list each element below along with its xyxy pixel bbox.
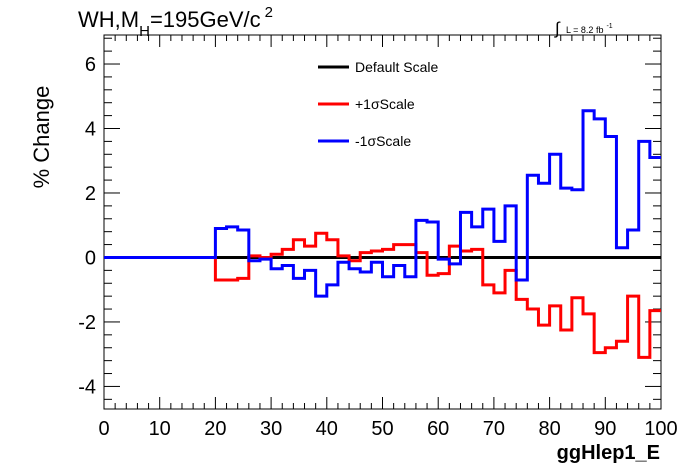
x-tick-label: 20 (204, 418, 226, 440)
y-tick-label: 6 (85, 54, 96, 76)
y-tick-label: 0 (85, 247, 96, 269)
y-tick-label: 4 (85, 119, 96, 141)
legend-label: Default Scale (355, 59, 438, 75)
y-tick-label: 2 (85, 183, 96, 205)
axes: 0 10 20 30 40 50 60 70 80 90 100 -4 -2 0 2 4 6 (78, 34, 678, 440)
x-tick-label: 100 (644, 418, 677, 440)
y-tick-label: -4 (78, 376, 96, 398)
x-tick-label: 0 (98, 418, 109, 440)
x-axis-label: ggHlep1_E (557, 442, 660, 464)
legend: Default Scale +1σScale -1σScale (318, 59, 438, 149)
series-line-minus1sigma-scale (104, 109, 661, 298)
x-tick-label: 80 (538, 418, 560, 440)
title-subscript: H (139, 23, 150, 40)
y-axis-label: % Change (29, 86, 54, 189)
integral-symbol: ∫ (554, 19, 561, 38)
title-superscript: 2 (265, 4, 273, 21)
plot-area (104, 109, 661, 359)
legend-label: -1σScale (355, 133, 411, 149)
luminosity-label: ∫ L = 8.2 fb -1 (554, 19, 613, 38)
legend-label: +1σScale (355, 96, 415, 112)
y-tick-label: -2 (78, 312, 96, 334)
x-tick-label: 10 (149, 418, 171, 440)
x-tick-label: 30 (260, 418, 282, 440)
x-tick-label: 50 (371, 418, 393, 440)
x-tick-label: 70 (483, 418, 505, 440)
title-main: WH,M (78, 7, 139, 32)
x-tick-label: 40 (316, 418, 338, 440)
luminosity-exponent: -1 (606, 23, 612, 30)
chart-title: WH,MH=195GeV/c 2 (78, 4, 273, 40)
luminosity-value: L = 8.2 fb (566, 25, 603, 35)
x-tick-label: 60 (427, 418, 449, 440)
x-tick-label: 90 (594, 418, 616, 440)
svg-text:WH,MH=195GeV/c2: WH,MH=195GeV/c 2 (78, 4, 273, 40)
title-rest: =195GeV/c (150, 7, 261, 32)
svg-text:L = 8.2 fb-1: L = 8.2 fb -1 (566, 23, 613, 35)
